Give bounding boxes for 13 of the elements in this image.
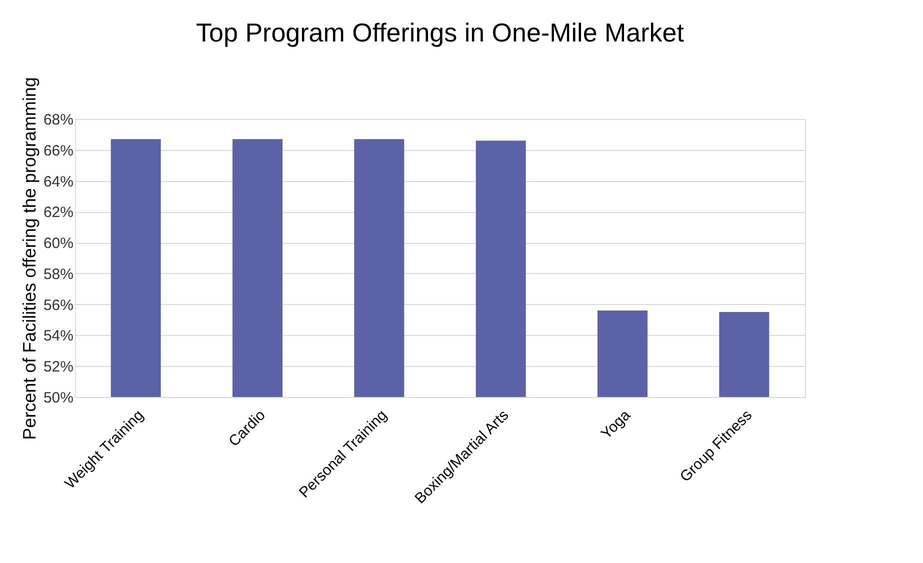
y-tick-label: 54% [43, 328, 74, 345]
y-tick-label: 62% [43, 204, 74, 222]
y-tick-label: 66% [43, 142, 74, 160]
y-axis-title: Percent of Facilities offering the programming [19, 77, 40, 440]
y-tick-label: 58% [43, 266, 74, 283]
chart-title: Top Program Offerings in One-Mile Market [196, 18, 685, 48]
y-tick-label: 52% [43, 358, 74, 376]
y-tick-label: 64% [43, 173, 74, 190]
y-tick-label: 56% [43, 296, 74, 314]
y-tick-label: 50% [43, 390, 74, 406]
x-tick-label: Yoga [598, 406, 634, 443]
y-tick-label: 60% [43, 235, 74, 252]
y-tick-label: 68% [43, 112, 74, 128]
